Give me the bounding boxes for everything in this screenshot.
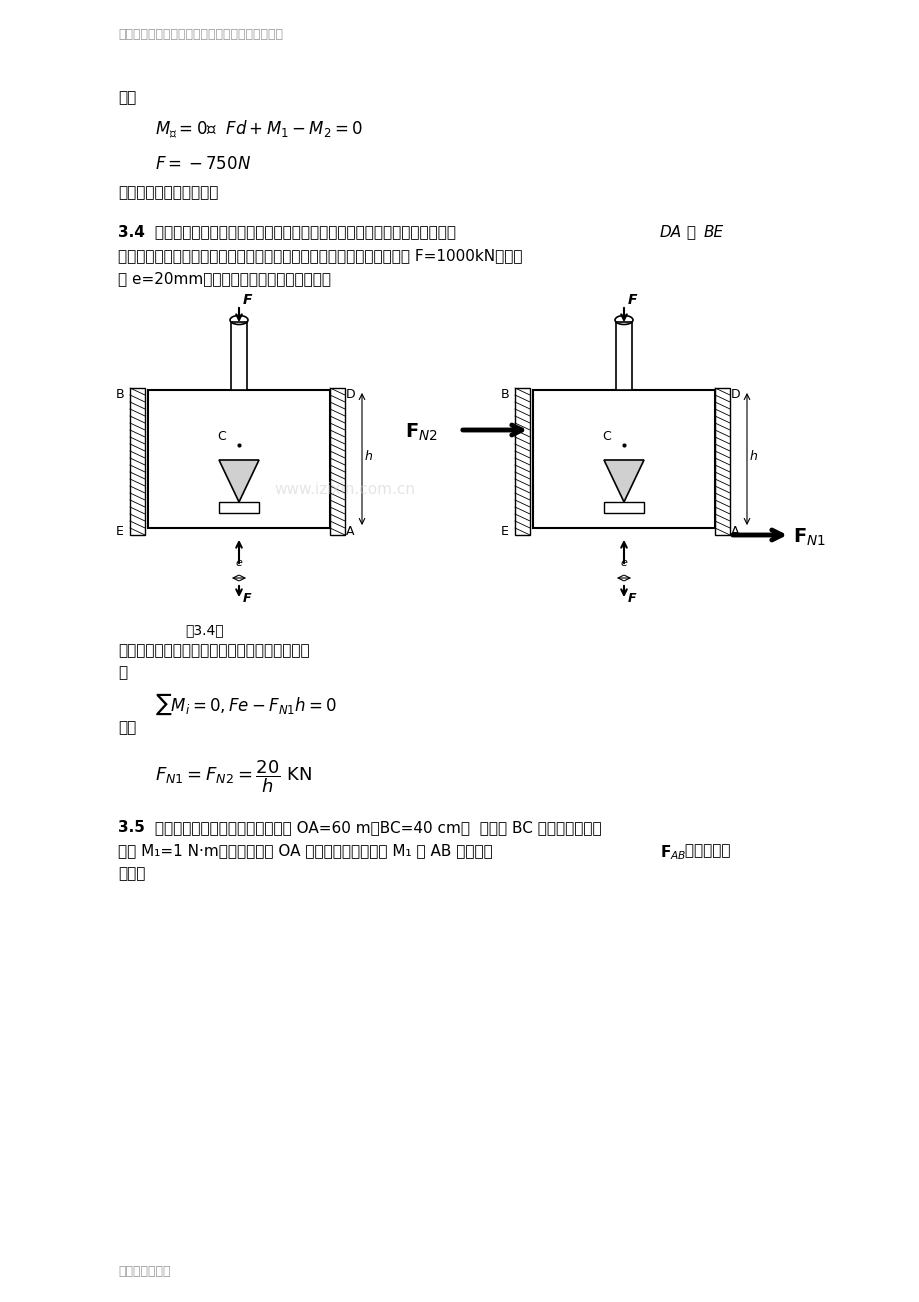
Text: e: e (619, 559, 626, 568)
Text: 3.4: 3.4 (118, 225, 144, 240)
Text: 此文档仅供收集于网络，如有侵权请联系网站删除: 此文档仅供收集于网络，如有侵权请联系网站删除 (118, 29, 283, 40)
Text: 距 e=20mm，试求锻锤给两侧导轨的压力。: 距 e=20mm，试求锻锤给两侧导轨的压力。 (118, 271, 331, 286)
Text: B: B (501, 388, 509, 401)
Bar (219, 503, 259, 513)
Bar (616, 322, 631, 391)
Text: E: E (501, 525, 508, 538)
Polygon shape (219, 460, 259, 503)
Text: 题3.4图: 题3.4图 (185, 622, 223, 637)
Text: $F_{N1} = F_{N2} = \dfrac{20}{h}\ \mathrm{KN}$: $F_{N1} = F_{N2} = \dfrac{20}{h}\ \mathr… (154, 758, 312, 794)
Text: 只供学习与交流: 只供学习与交流 (118, 1266, 170, 1279)
Text: BE: BE (703, 225, 723, 240)
Text: 和: 和 (681, 225, 700, 240)
Bar (231, 322, 246, 391)
Text: $\mathbf{F}_{N1}$: $\mathbf{F}_{N1}$ (792, 527, 825, 548)
Text: $\mathbf{F}_{AB}$: $\mathbf{F}_{AB}$ (659, 842, 686, 862)
Text: C: C (217, 430, 225, 443)
Text: $M_{\rm 合} = 0$，  $Fd + M_1 - M_2 = 0$: $M_{\rm 合} = 0$， $Fd + M_1 - M_2 = 0$ (154, 118, 362, 139)
Text: $F = -750N$: $F = -750N$ (154, 155, 251, 173)
Text: e: e (234, 559, 242, 568)
Text: DA: DA (659, 225, 681, 240)
Polygon shape (604, 460, 643, 503)
Bar (532, 391, 714, 529)
Text: 汽锤在锻打工件时，由于工件偏置使锤头受力偏心而发生偏斜，它将在导轨: 汽锤在锻打工件时，由于工件偏置使锤头受力偏心而发生偏斜，它将在导轨 (150, 225, 460, 240)
Text: 力的方向与假设方向相反: 力的方向与假设方向相反 (118, 185, 218, 201)
Text: 上产生很大的压力，从而加速导轨的磨损并影响锻件的精度。已知锻打力 F=1000kN，偏心: 上产生很大的压力，从而加速导轨的磨损并影响锻件的精度。已知锻打力 F=1000k… (118, 247, 522, 263)
Text: 解得: 解得 (118, 720, 136, 736)
Text: F: F (243, 293, 252, 307)
Bar (130, 388, 145, 535)
Text: A: A (346, 525, 354, 538)
Text: www.izixin.com.cn: www.izixin.com.cn (274, 483, 415, 497)
Text: h: h (365, 450, 372, 464)
Text: 大小 M₁=1 N·m，试求作用在 OA 上力偶的力偶矩大小 M₁ 和 AB 所受的力: 大小 M₁=1 N·m，试求作用在 OA 上力偶的力偶矩大小 M₁ 和 AB 所… (118, 842, 497, 858)
Text: 不计。: 不计。 (118, 866, 145, 881)
Bar (148, 391, 330, 529)
Text: F: F (628, 293, 637, 307)
Text: 由: 由 (118, 665, 127, 680)
Text: 。各杆重量: 。各杆重量 (679, 842, 730, 858)
Text: $\mathbf{F}_{N2}$: $\mathbf{F}_{N2}$ (404, 422, 437, 443)
Text: D: D (731, 388, 740, 401)
Text: h: h (749, 450, 757, 464)
Text: C: C (601, 430, 610, 443)
Text: $\sum M_i = 0, Fe - F_{N1}h = 0$: $\sum M_i = 0, Fe - F_{N1}h = 0$ (154, 691, 337, 717)
Text: A: A (731, 525, 739, 538)
Text: 3.5: 3.5 (118, 820, 144, 835)
Bar (515, 388, 529, 535)
Text: 四连杆机构在图示位置平衡，已知 OA=60 m，BC=40 cm，  作用在 BC 上力偶的力偶矩: 四连杆机构在图示位置平衡，已知 OA=60 m，BC=40 cm， 作用在 BC… (150, 820, 601, 835)
Bar (330, 388, 345, 535)
Text: 解：: 解： (118, 90, 136, 105)
Text: B: B (116, 388, 124, 401)
Bar (714, 388, 729, 535)
Text: E: E (116, 525, 124, 538)
Text: F: F (243, 592, 251, 605)
Bar (604, 503, 643, 513)
Text: 解：锤头受力如图，这是个力偶系的平衡问题，: 解：锤头受力如图，这是个力偶系的平衡问题， (118, 643, 310, 658)
Text: F: F (628, 592, 636, 605)
Text: D: D (346, 388, 356, 401)
